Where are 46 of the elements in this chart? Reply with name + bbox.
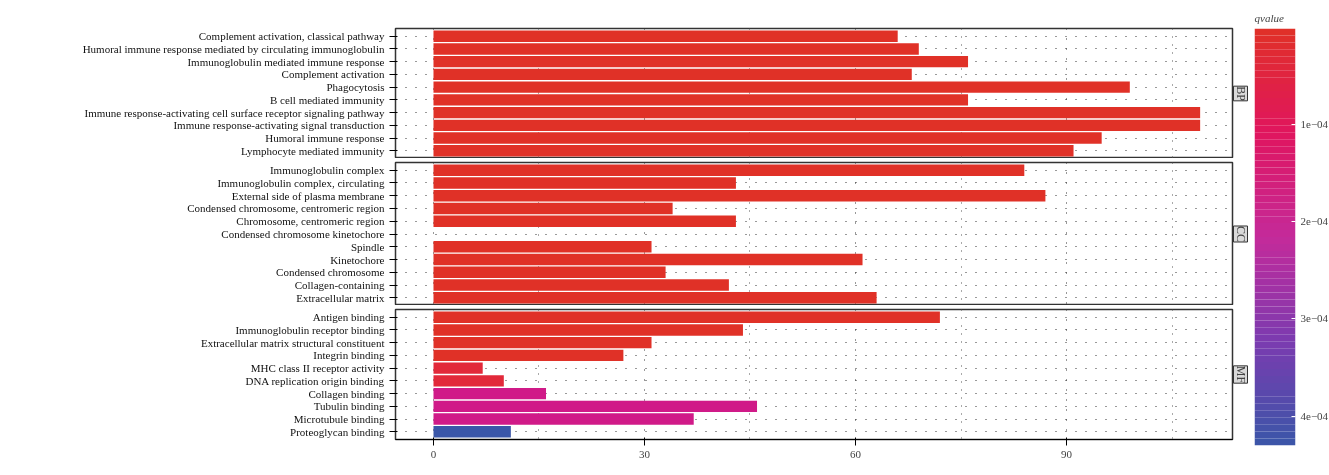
y-tick-label: Immune response-activating cell surface receptor signaling pathway [84,106,385,119]
y-tick-label: Chromosome, centromeric region [236,215,385,228]
y-tick-label: Extracellular matrix [296,291,385,304]
color-bar-label: 3e−04 [1300,312,1329,325]
y-tick-label: Condensed chromosome, centromeric region [187,202,385,215]
bar [433,387,547,400]
y-tick-label: Condensed chromosome kinetochore [221,228,385,240]
y-tick-label: Humoral immune response [265,132,385,145]
color-bar-label: 2e−04 [1300,215,1329,228]
color-bar-label: 4e−04 [1300,409,1329,422]
y-tick-label: Antigen binding [312,311,385,324]
y-tick-label: Immunoglobulin receptor binding [235,323,385,336]
y-tick-label: Immunoglobulin complex [269,164,385,177]
text: MF [1233,365,1248,384]
y-tick-label: Kinetochore [330,253,385,266]
y-tick-label: Phagocytosis [326,81,385,94]
bar [433,426,511,438]
y-tick-label: Immunoglobulin mediated immune response [187,55,385,68]
y-tick-label: Immune response-activating signal transduction [173,119,385,132]
y-tick-label: Proteoglycan binding [290,425,385,438]
y-tick-label: B cell mediated immunity [269,93,385,106]
y-tick-label: Humoral immune response mediated by circulating immunoglobulin [82,42,385,55]
y-tick-label: Spindle [350,240,385,253]
y-tick-label: Collagen binding [308,387,385,400]
y-tick-label: Lymphocyte mediated immunity [240,144,385,157]
y-tick-label: External side of plasma membrane [231,189,385,202]
y-tick-label: Immunoglobulin complex, circulating [217,176,385,189]
color-bar-label: 1e−04 [1300,117,1329,130]
x-tick-label: 90 [1061,447,1073,460]
text: CC [1233,226,1248,243]
x-tick-label: 30 [638,447,651,460]
x-tick-label: 60 [850,447,862,460]
y-tick-label: Extracellular matrix structural constituent [200,336,385,349]
y-tick-label: Complement activation [281,68,385,81]
y-tick-label: Tubulin binding [313,400,385,413]
y-tick-label: MHC class II receptor activity [250,362,385,375]
y-tick-label: Integrin binding [313,349,385,362]
bar [433,349,624,362]
y-tick-label: Complement activation, classical pathway [198,30,385,43]
x-tick-label: 0 [430,447,437,460]
y-tick-label: Microtubule binding [293,413,385,426]
color-bar-title: qvalue [1254,11,1284,24]
y-tick-label: Collagen-containing [294,279,385,292]
y-tick-label: DNA replication origin binding [245,374,385,387]
text: BP [1233,86,1248,102]
y-tick-label: Condensed chromosome [276,266,385,279]
